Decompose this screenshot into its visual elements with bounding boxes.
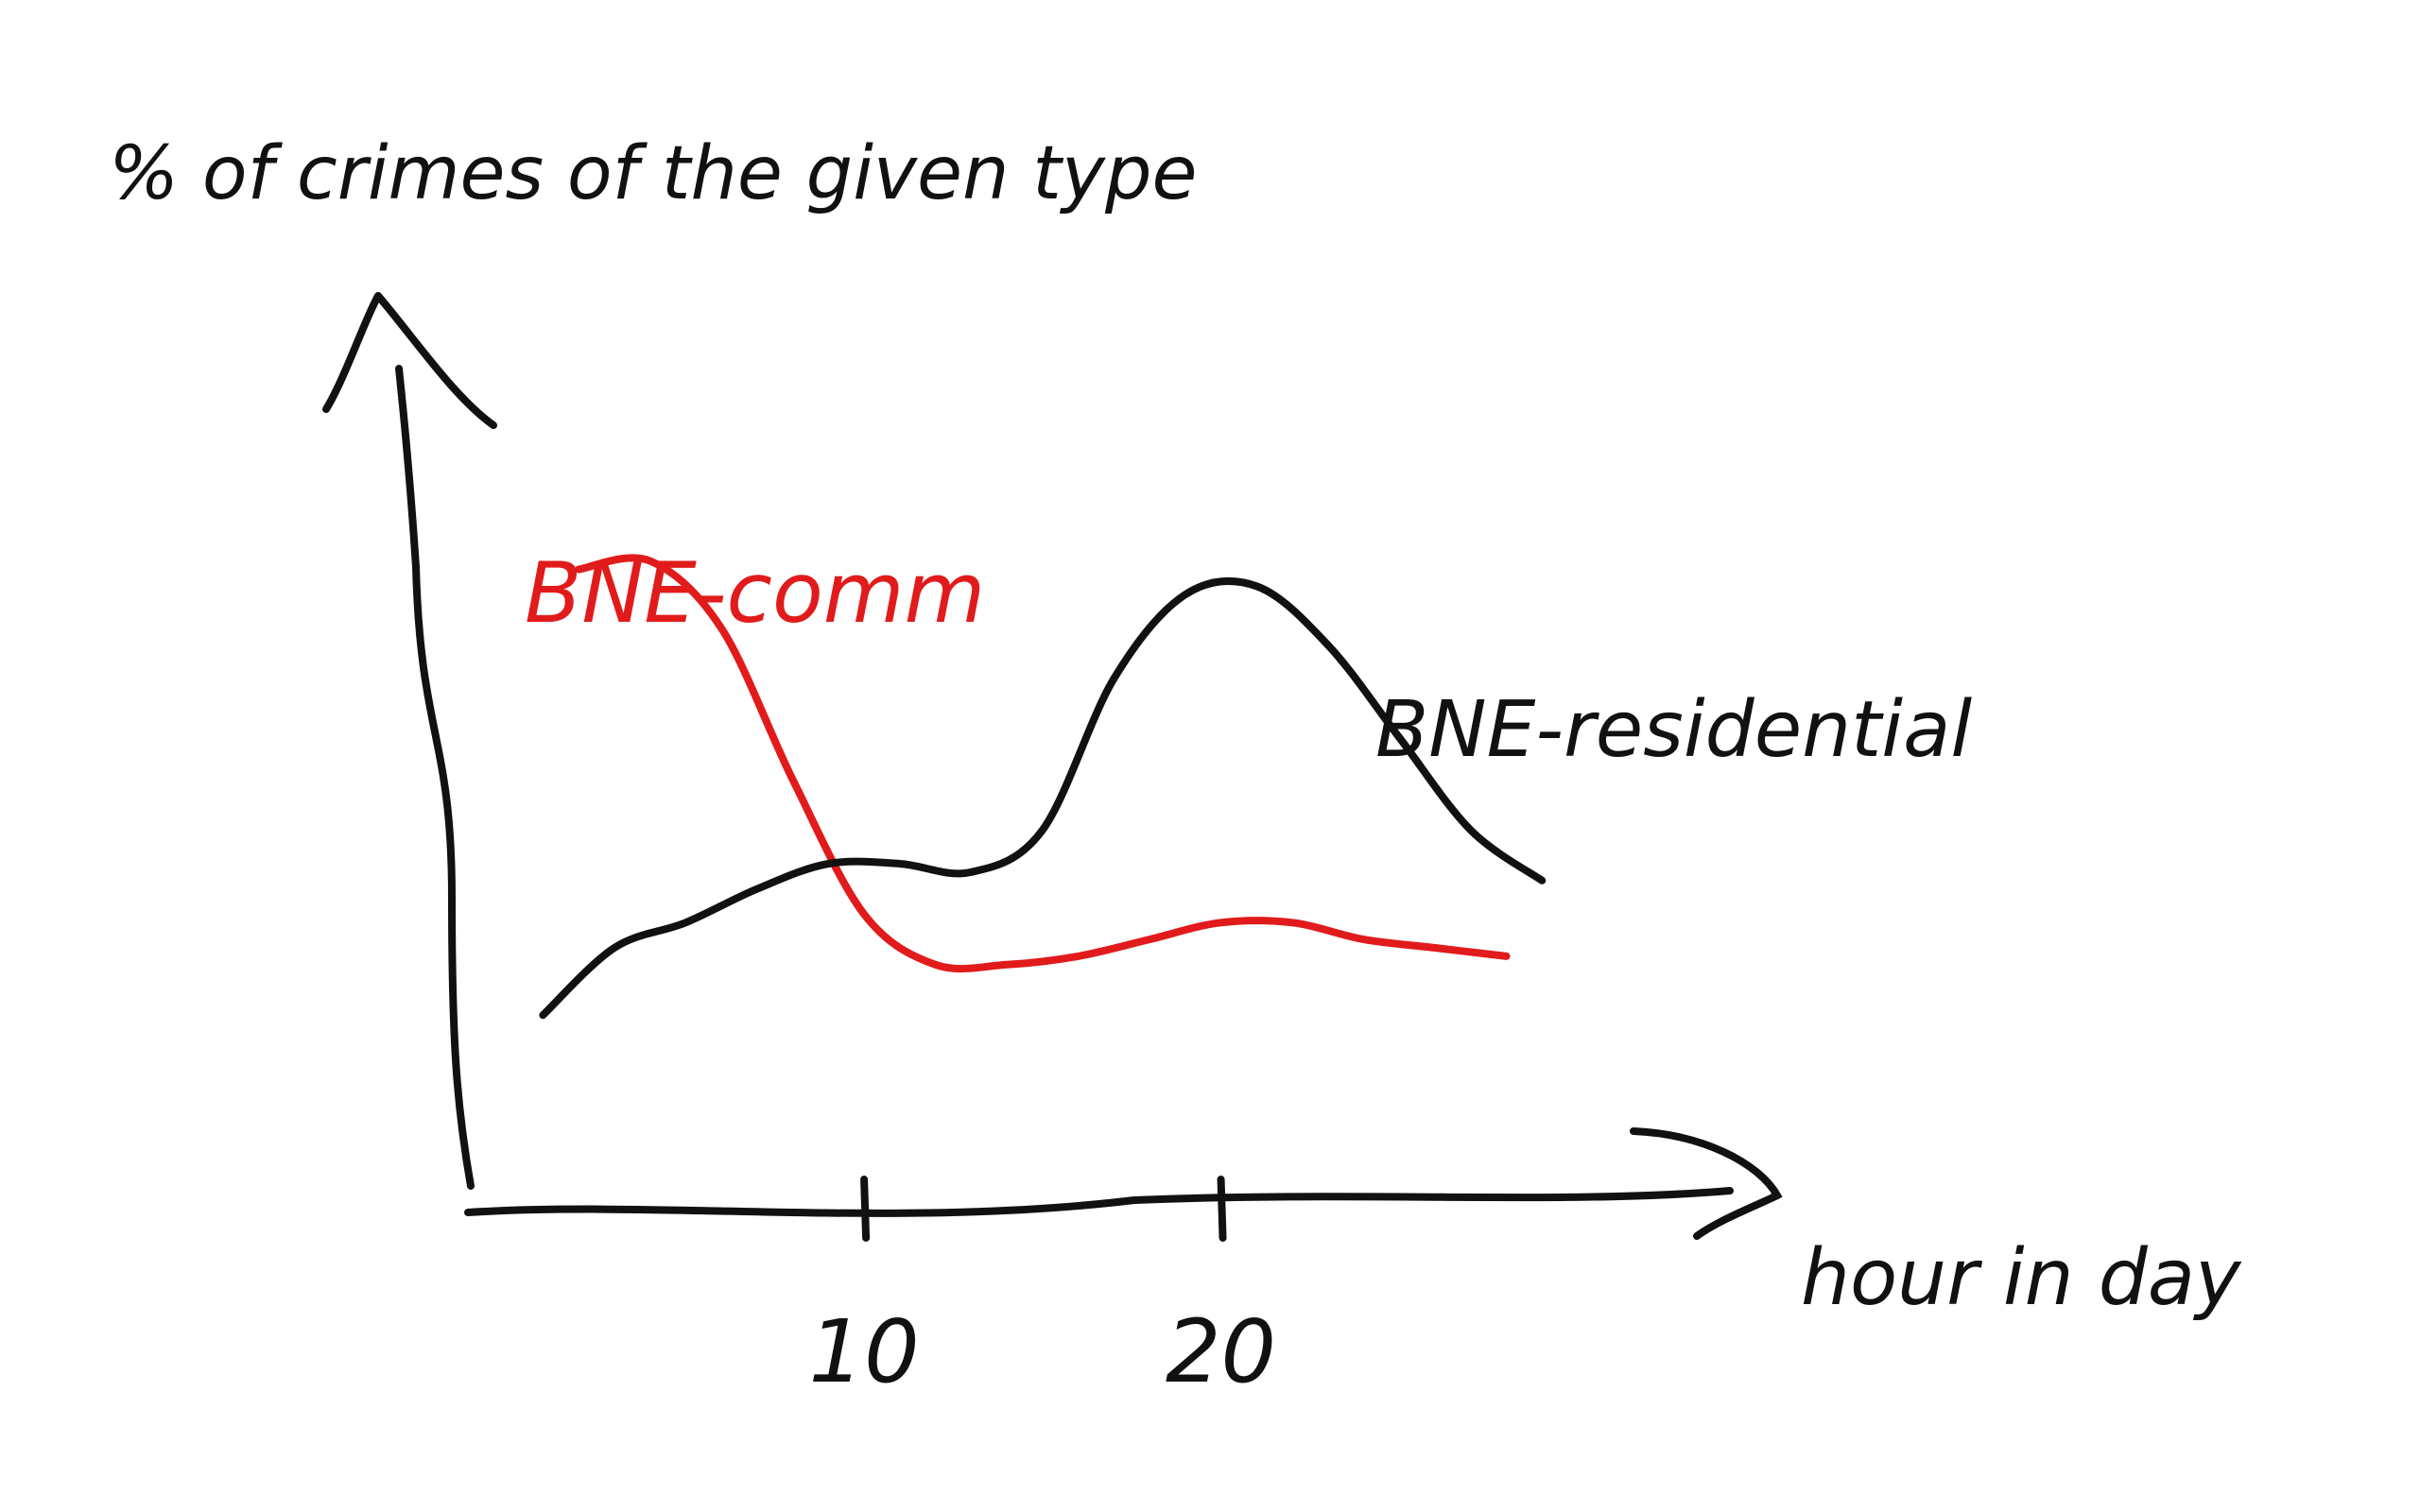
series-layer: [539, 554, 1547, 1020]
series-label-bne-residential: BNE-residential: [1375, 685, 1972, 775]
x-axis-label: hour in day: [1801, 1233, 2242, 1323]
x-axis-line: [464, 1187, 1734, 1217]
y-axis-arrowhead: [322, 292, 497, 429]
x-tick-label-10: 10: [809, 1301, 920, 1402]
series-label-bne-comm: BNE-comm: [525, 544, 985, 642]
x-tick-label-20: 20: [1166, 1301, 1276, 1402]
y-axis-label: % of crimes of the given type: [109, 131, 1198, 216]
series-line-bne-comm: [575, 554, 1511, 973]
y-axis-line: [395, 365, 475, 1190]
x-tick-10: [860, 1176, 871, 1242]
axes: 10 20: [322, 292, 1783, 1402]
series-line-bne-residential: [539, 576, 1547, 1020]
x-axis-arrowhead: [1630, 1127, 1783, 1240]
x-tick-20: [1217, 1176, 1227, 1242]
